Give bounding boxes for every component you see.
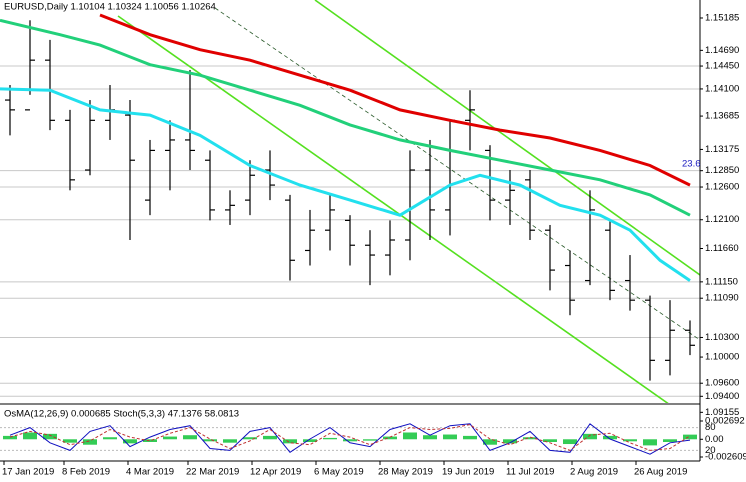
osma-bar xyxy=(103,437,117,440)
x-tick-label: 4 Mar 2019 xyxy=(126,467,174,478)
osma-bar xyxy=(443,434,457,440)
y-tick-label: 1.14100 xyxy=(705,83,739,94)
chart-title: EURUSD,Daily 1.10104 1.10324 1.10056 1.1… xyxy=(4,2,216,13)
x-tick-label: 8 Feb 2019 xyxy=(62,467,110,478)
osma-bar xyxy=(283,439,297,444)
osma-bar xyxy=(463,435,477,440)
x-tick-label: 26 Aug 2019 xyxy=(634,467,687,478)
osma-bar xyxy=(603,435,617,440)
y-tick-label: 1.12100 xyxy=(705,214,739,225)
osma-bar xyxy=(383,436,397,440)
y-tick-label: 1.10000 xyxy=(705,352,739,363)
osma-bar xyxy=(83,439,97,445)
osma-bar xyxy=(203,439,217,442)
osma-bar xyxy=(163,436,177,440)
osma-bar xyxy=(583,433,597,440)
osma-bar xyxy=(683,434,697,440)
osma-bar xyxy=(363,439,377,441)
moving-averages xyxy=(0,13,691,282)
y-tick-label: 1.09155 xyxy=(705,407,739,418)
osma-bar xyxy=(503,439,517,444)
x-tick-label: 2 Aug 2019 xyxy=(570,467,618,478)
y-tick-label: 1.15185 xyxy=(705,12,739,23)
moving-average xyxy=(99,13,691,187)
osma-bar xyxy=(3,435,17,440)
y-tick-label: 0.00 xyxy=(705,434,724,445)
y-tick-label: 1.11090 xyxy=(705,293,739,304)
x-tick-label: 17 Jan 2019 xyxy=(2,467,54,478)
osma-bar xyxy=(623,439,637,442)
osma-bar xyxy=(343,439,357,442)
osma-bar xyxy=(63,439,77,443)
y-tick-label: 1.14690 xyxy=(705,45,739,56)
osma-bar xyxy=(23,432,37,440)
x-tick-label: 22 Mar 2019 xyxy=(186,467,239,478)
axes: 1.15185 1.14690 1.14450 1.14100 1.13685 1.131… xyxy=(2,12,746,477)
y2-tick-label: 80 xyxy=(705,422,716,433)
y-tick-label: 1.12600 xyxy=(705,182,739,193)
indicator-title: OsMA(12,26,9) 0.000685 Stoch(5,3,3) 47.1… xyxy=(4,409,239,420)
fib-label: 23.6 xyxy=(682,159,701,170)
stoch-line xyxy=(9,423,691,455)
osma-bar xyxy=(123,439,137,444)
moving-average xyxy=(0,87,691,282)
y-tick-label: 1.11150 xyxy=(705,276,738,287)
channel-line xyxy=(117,15,669,403)
y-tick-label: 1.09600 xyxy=(705,378,739,389)
osma-bar xyxy=(303,439,317,442)
y-tick-label: 1.13685 xyxy=(705,111,739,122)
channel-line xyxy=(314,0,700,276)
x-tick-label: 28 May 2019 xyxy=(378,467,433,478)
x-tick-label: 11 Jul 2019 xyxy=(506,467,554,478)
osma-bar xyxy=(223,439,237,443)
y-tick-label: 1.12850 xyxy=(705,165,739,176)
y-tick-label: 1.10300 xyxy=(705,332,739,343)
x-tick-label: 12 Apr 2019 xyxy=(250,467,301,478)
indicator-panel xyxy=(0,423,700,455)
y-tick-label: 1.14450 xyxy=(705,61,739,72)
y-tick-label: 0.002692 xyxy=(705,416,745,427)
candles xyxy=(5,20,695,381)
osma-bar xyxy=(563,439,577,445)
osma-bar xyxy=(663,439,677,442)
y-tick-label: 1.13175 xyxy=(705,144,739,155)
y-tick-label: 1.11660 xyxy=(705,243,739,254)
y-tick-label: 1.09400 xyxy=(705,391,739,402)
price-panel xyxy=(0,0,700,403)
osma-bar xyxy=(543,439,557,442)
osma-bar xyxy=(263,435,277,440)
osma-bar xyxy=(483,439,497,445)
osma-bar xyxy=(403,432,417,440)
osma-bar xyxy=(323,437,337,440)
osma-bar xyxy=(643,439,657,446)
osma-bar xyxy=(523,437,537,440)
osma-bar xyxy=(143,439,157,442)
y-tick-label: -0.002609 xyxy=(705,452,746,463)
osma-bar xyxy=(243,437,257,440)
osma-bar xyxy=(43,433,57,440)
osma-bar xyxy=(183,435,197,440)
x-tick-label: 6 May 2019 xyxy=(314,467,364,478)
x-tick-label: 19 Jun 2019 xyxy=(442,467,494,478)
y2-tick-label: 20 xyxy=(705,445,716,456)
moving-average xyxy=(0,18,691,217)
osma-bar xyxy=(423,435,437,440)
stoch-line xyxy=(9,424,691,451)
